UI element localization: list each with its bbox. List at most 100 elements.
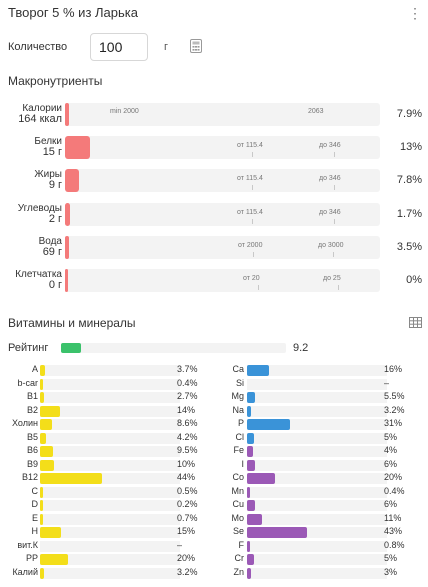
nutrient-percent: 9.5% [177, 445, 198, 455]
nutrient-bar-fill [40, 406, 60, 417]
rating-bar [61, 343, 286, 353]
macro-bar-fill [65, 269, 68, 292]
nutrient-bar-fill [247, 406, 252, 417]
nutrient-name: C [31, 486, 39, 496]
nutrient-bar-fill [40, 487, 43, 498]
macro-tick [338, 285, 339, 290]
nutrient-percent: 14% [177, 405, 196, 415]
nutrient-percent: 0.4% [177, 378, 198, 388]
nutrient-name: D [31, 499, 39, 509]
nutrient-bar-fill [40, 460, 54, 471]
nutrient-bar [40, 460, 180, 471]
nutrient-name: Калий [12, 567, 38, 577]
nutrient-name: PP [25, 553, 38, 563]
nutrient-name: F [238, 540, 245, 550]
nutrient-percent: 16% [384, 364, 403, 374]
nutrient-bar-fill [247, 527, 308, 538]
macro-max-marker: до 346 [319, 175, 341, 182]
nutrient-name: b-car [17, 378, 38, 388]
nutrient-bar [40, 527, 180, 538]
macro-bar: от 20 до 25 [65, 269, 380, 292]
quantity-label: Количество [8, 41, 68, 53]
macro-min-marker: от 20 [243, 275, 260, 282]
nutrient-percent: 0.4% [384, 486, 405, 496]
nutrient-bar [40, 473, 180, 484]
nutrient-bar [247, 460, 387, 471]
macro-percent: 1.7% [396, 208, 422, 220]
calculator-icon[interactable] [190, 39, 202, 53]
nutrient-percent: 31% [384, 418, 403, 428]
nutrient-bar-fill [247, 446, 253, 457]
nutrient-percent: 3.2% [384, 405, 405, 415]
nutrient-name: B12 [21, 472, 38, 482]
nutrient-percent: 0.2% [177, 499, 198, 509]
nutrient-bar [247, 473, 387, 484]
macro-min-marker: от 115.4 [237, 175, 263, 182]
nutrient-bar [247, 527, 387, 538]
nutrient-percent: – [384, 378, 390, 388]
nutrient-name: H [31, 526, 39, 536]
macro-bar-fill [65, 136, 91, 159]
macro-bar: от 115.4 до 346 [65, 169, 380, 192]
nutrient-percent: 4% [384, 445, 398, 455]
quantity-input[interactable] [90, 33, 148, 61]
macro-max-marker: до 346 [319, 142, 341, 149]
nutrient-percent: – [177, 540, 183, 550]
nutrient-bar [247, 541, 387, 552]
nutrient-percent: 2.7% [177, 391, 198, 401]
macro-tick [258, 285, 259, 290]
macro-min-marker: min 2000 [110, 108, 139, 115]
macro-tick [334, 219, 335, 224]
nutrient-name: Mg [231, 391, 244, 401]
nutrient-bar [40, 419, 180, 430]
macro-amount: 164 ккал [18, 113, 62, 125]
nutrient-bar-fill [247, 487, 250, 498]
nutrient-bar-fill [247, 514, 263, 525]
nutrient-bar-fill [40, 379, 43, 390]
macro-amount: 2 г [48, 213, 62, 225]
nutrient-bar-fill [40, 419, 53, 430]
nutrient-bar-fill [247, 365, 270, 376]
nutrient-bar-fill [40, 514, 43, 525]
nutrient-name: Co [232, 472, 244, 482]
macro-name: Клетчатка [15, 269, 62, 280]
macro-name: Калории [22, 103, 62, 114]
nutrient-percent: 10% [177, 459, 196, 469]
nutrient-name: Mn [231, 486, 244, 496]
nutrient-name: B6 [26, 445, 38, 455]
nutrient-bar-fill [247, 554, 254, 565]
nutrient-bar-fill [247, 433, 254, 444]
nutrient-percent: 20% [384, 472, 403, 482]
nutrient-bar-fill [40, 500, 43, 511]
nutrient-percent: 43% [384, 526, 403, 536]
nutrient-name: Se [232, 526, 244, 536]
nutrient-percent: 8.6% [177, 418, 198, 428]
more-menu-icon[interactable]: ⋮ [408, 5, 422, 21]
macro-tick [252, 185, 253, 190]
nutrient-name: Zn [233, 567, 244, 577]
nutrient-name: Na [232, 405, 244, 415]
nutrient-name: Холин [12, 418, 38, 428]
macro-percent: 7.8% [396, 174, 422, 186]
nutrient-percent: 4.2% [177, 432, 198, 442]
nutrient-bar [40, 365, 180, 376]
macro-bar: min 2000 2063 [65, 103, 380, 126]
rating-label: Рейтинг [8, 342, 49, 354]
nutrient-bar-fill [247, 541, 250, 552]
nutrient-name: Cu [232, 499, 244, 509]
macro-label: Углеводы 2 г [0, 203, 62, 225]
nutrient-bar-fill [40, 554, 68, 565]
nutrient-bar-fill [247, 500, 256, 511]
macro-name: Углеводы [17, 203, 62, 214]
nutrient-name: вит.К [17, 540, 38, 550]
nutrient-name: B9 [26, 459, 38, 469]
table-view-icon[interactable] [409, 317, 422, 328]
nutrient-bar [40, 446, 180, 457]
macro-bar-fill [65, 236, 69, 259]
nutrient-bar [40, 406, 180, 417]
nutrient-name: Ca [232, 364, 244, 374]
macro-name: Вода [38, 236, 62, 247]
macro-label: Калории 164 ккал [0, 103, 62, 125]
macro-tick [334, 152, 335, 157]
macro-tick [334, 185, 335, 190]
